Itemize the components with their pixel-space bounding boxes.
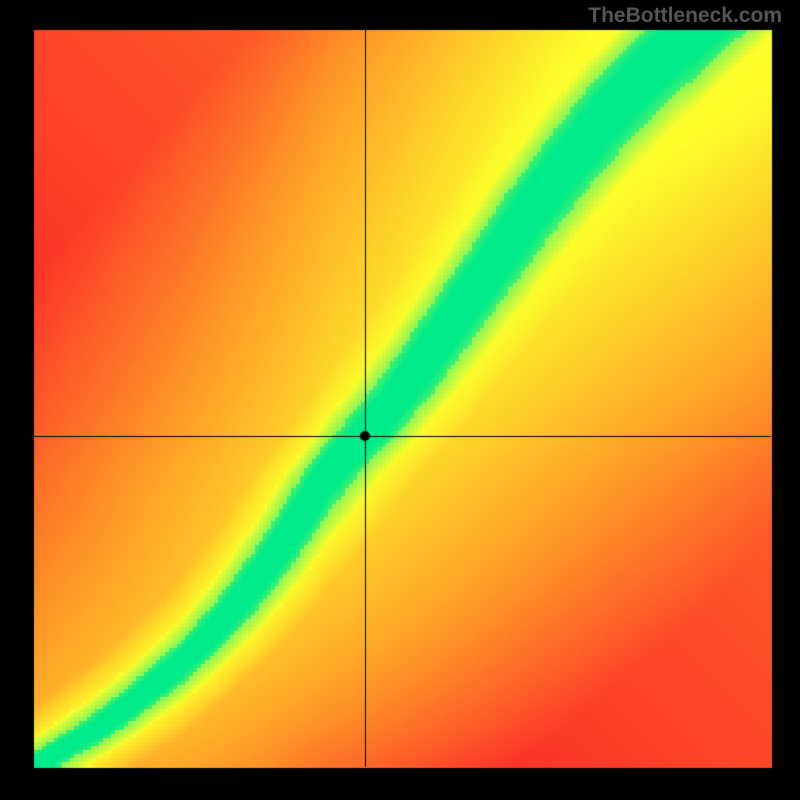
bottleneck-heatmap bbox=[0, 0, 800, 800]
chart-container: TheBottleneck.com bbox=[0, 0, 800, 800]
